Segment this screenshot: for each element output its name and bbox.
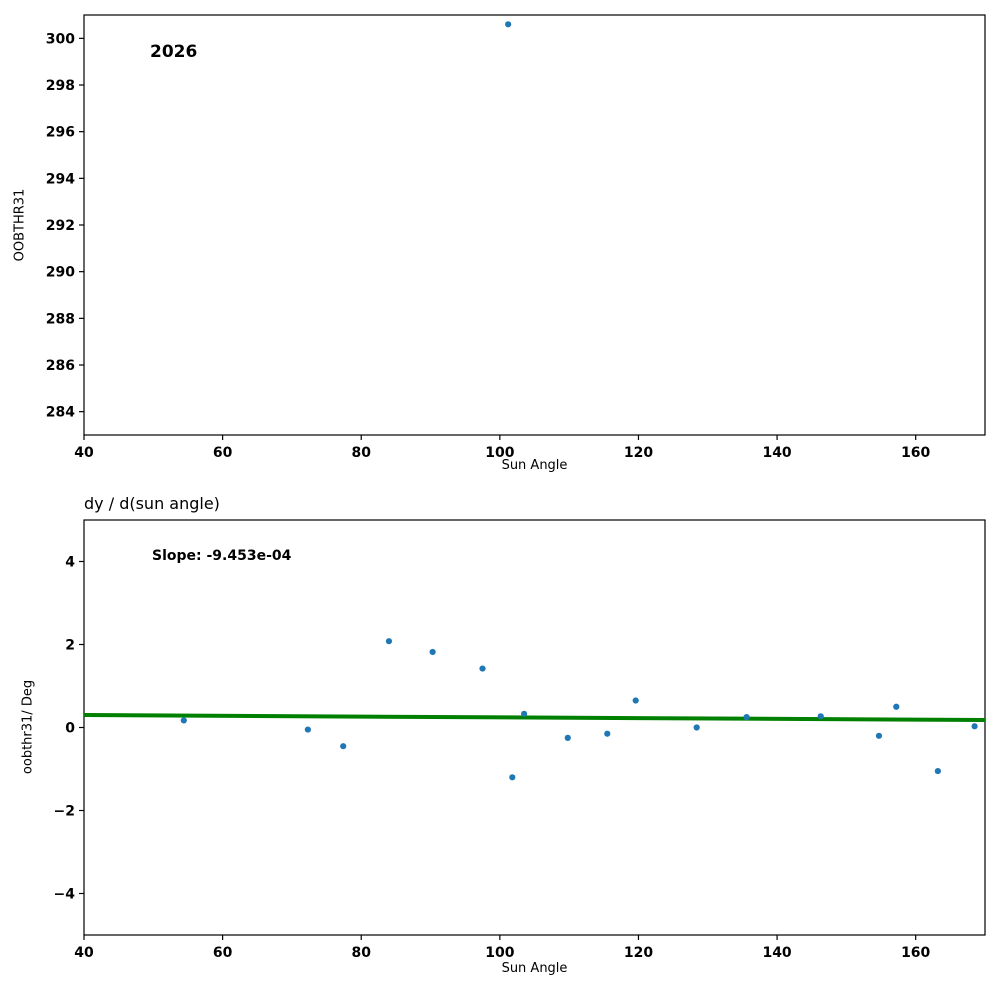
- data-point: [180, 717, 187, 724]
- data-point: [893, 703, 900, 710]
- x-tick-label: 60: [213, 945, 233, 961]
- data-point: [875, 732, 883, 739]
- data-point: [632, 697, 639, 704]
- x-tick-label: 80: [351, 945, 371, 961]
- y-tick-label: −4: [54, 887, 76, 903]
- y-tick-label: 284: [46, 405, 75, 421]
- data-point: [340, 743, 347, 750]
- x-tick-label: 140: [762, 445, 791, 461]
- x-tick-label: 100: [485, 945, 514, 961]
- y-tick-label: 288: [46, 311, 75, 327]
- x-tick-label: 160: [901, 945, 930, 961]
- x-tick-label: 40: [74, 445, 94, 461]
- x-tick-label: 120: [624, 945, 653, 961]
- x-tick-label: 140: [762, 945, 791, 961]
- data-point: [564, 734, 571, 741]
- data-point: [604, 730, 611, 737]
- y-tick-label: −2: [54, 804, 75, 820]
- data-point: [505, 21, 512, 28]
- data-point: [743, 714, 750, 721]
- top-chart-year-annotation: 2026: [150, 42, 198, 62]
- x-tick-label: 80: [351, 445, 371, 461]
- data-point: [934, 767, 941, 775]
- fit-line: [83, 713, 986, 723]
- y-tick-label: 4: [65, 555, 75, 571]
- bottom-chart-slope-annotation: Slope: -9.453e-04: [152, 548, 292, 564]
- y-tick-label: 294: [46, 171, 75, 187]
- y-tick-label: 290: [46, 265, 75, 281]
- top-scatter-chart: 40 60 80 100 120 140 160 284 286 288 290 292 294 296 2…: [46, 14, 986, 461]
- y-tick-label: 298: [46, 78, 75, 94]
- top-chart-y-axis-label: OOBTHR31: [12, 188, 28, 262]
- data-point: [693, 724, 700, 731]
- y-tick-label: 2: [65, 638, 75, 654]
- data-point: [509, 774, 516, 781]
- bottom-chart-x-axis-label: Sun Angle: [501, 961, 568, 976]
- data-point: [479, 665, 486, 672]
- y-tick-label: 286: [46, 358, 75, 374]
- y-tick-label: 0: [65, 721, 75, 737]
- data-point: [429, 648, 436, 656]
- x-tick-label: 100: [485, 445, 514, 461]
- bottom-chart-y-axis-label: oobthr31/ Deg: [20, 679, 36, 775]
- data-point: [304, 726, 311, 733]
- plot-area: [83, 14, 986, 436]
- y-tick-label: 300: [46, 31, 75, 47]
- x-tick-label: 160: [901, 445, 930, 461]
- y-tick-label: 296: [46, 125, 75, 141]
- data-point: [971, 723, 978, 730]
- x-tick-label: 40: [74, 945, 94, 961]
- plot-area: [83, 519, 986, 936]
- data-point: [817, 713, 824, 720]
- data-point: [521, 710, 528, 717]
- y-tick-label: 292: [46, 218, 75, 234]
- bottom-chart-title: dy / d(sun angle): [84, 494, 220, 513]
- bottom-scatter-chart: 40 60 80 100 120 140 160 −4 −2 0 2 4: [54, 519, 986, 961]
- data-point: [385, 638, 393, 645]
- top-chart-x-axis-label: Sun Angle: [501, 458, 568, 473]
- x-tick-label: 60: [213, 445, 233, 461]
- x-tick-label: 120: [624, 445, 653, 461]
